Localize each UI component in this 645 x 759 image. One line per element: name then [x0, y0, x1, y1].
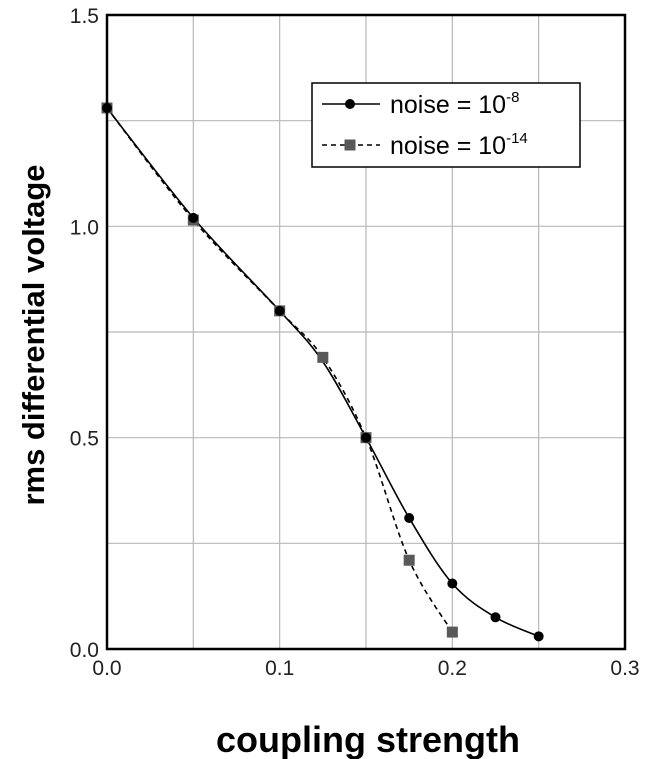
x-axis-title: coupling strength [216, 719, 520, 759]
series-2-point [317, 351, 329, 363]
tick-labels: 0.0 0.1 0.2 0.3 0.0 0.5 1.0 1.5 [70, 5, 640, 680]
series-1-point [188, 212, 199, 223]
series-1-point [533, 631, 544, 642]
series-1-point [447, 578, 458, 589]
legend-label-1: noise = 10-8 [390, 89, 519, 119]
x-tick-label: 0.3 [610, 657, 639, 680]
legend-marker-1 [345, 99, 355, 109]
series-2-point [403, 554, 415, 566]
legend-label-2: noise = 10-14 [390, 130, 528, 160]
legend-marker-2 [344, 139, 356, 151]
y-tick-label: 0.0 [70, 639, 99, 662]
series-1-point [361, 432, 371, 443]
legend-box [311, 82, 581, 168]
y-axis-title: rms differential voltage [16, 164, 51, 505]
series-2-point [446, 626, 458, 638]
legend: noise = 10-8 noise = 10-14 [311, 82, 581, 168]
x-tick-label: 0.1 [265, 657, 294, 680]
series-1-point [404, 512, 415, 523]
y-tick-label: 1.5 [70, 5, 99, 28]
x-tick-label: 0.0 [92, 657, 121, 680]
plot-frame [105, 13, 627, 651]
x-tick-label: 0.2 [438, 657, 467, 680]
series-1-point [274, 305, 285, 316]
series-1-point [490, 612, 501, 623]
y-tick-label: 1.0 [70, 216, 99, 239]
legend-exponent-1: -8 [506, 89, 519, 106]
y-tick-label: 0.5 [70, 428, 99, 451]
legend-exponent-2: -14 [506, 130, 528, 147]
series-1-line [106, 107, 540, 638]
plot-series [101, 102, 544, 642]
